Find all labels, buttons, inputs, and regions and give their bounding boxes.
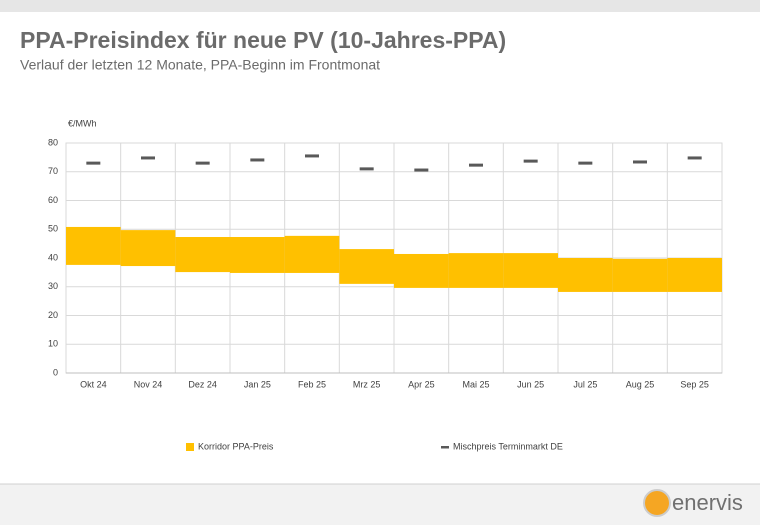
chart-title: PPA-Preisindex für neue PV (10-Jahres-PP… — [20, 27, 506, 53]
legend-label: Korridor PPA-Preis — [198, 441, 274, 451]
x-tick-label: Feb 25 — [298, 379, 326, 389]
chart: 0 10 20 30 40 50 60 70 80 Okt 24 Nov 24 Dez 24 Jan 2… — [48, 137, 723, 451]
marker — [86, 161, 101, 165]
marker — [359, 167, 374, 171]
x-tick-label: Jan 25 — [244, 379, 271, 389]
marker — [141, 156, 155, 160]
range-bar — [175, 237, 230, 273]
range-bar — [394, 253, 449, 288]
range-bar — [230, 237, 285, 273]
y-tick-label: 80 — [48, 137, 58, 147]
marker — [578, 161, 593, 165]
y-tick-label: 0 — [53, 367, 58, 377]
top-band — [0, 0, 760, 12]
footer-band — [0, 484, 760, 525]
logo-text: enervis — [672, 490, 743, 515]
marker — [414, 168, 429, 172]
marker — [469, 163, 483, 167]
x-tick-label: Okt 24 — [80, 379, 107, 389]
y-tick-label: 10 — [48, 339, 58, 349]
range-bar — [667, 258, 722, 292]
x-tick-label: Mai 25 — [462, 379, 489, 389]
marker — [195, 161, 210, 165]
y-tick-label: 50 — [48, 224, 58, 234]
range-bar — [66, 226, 121, 265]
range-bar — [558, 258, 613, 292]
marker — [633, 160, 647, 164]
marker — [250, 158, 265, 162]
y-tick-label: 70 — [48, 166, 58, 176]
range-bar — [120, 230, 176, 267]
legend-swatch — [441, 446, 449, 449]
x-tick-label: Jun 25 — [517, 379, 544, 389]
range-bar — [448, 253, 504, 288]
x-tick-label: Mrz 25 — [353, 379, 381, 389]
x-tick-label: Dez 24 — [188, 379, 217, 389]
legend-label: Mischpreis Terminmarkt DE — [453, 441, 563, 451]
range-bar — [284, 235, 340, 273]
x-tick-label: Aug 25 — [626, 379, 655, 389]
marker — [687, 156, 702, 160]
y-axis-label: €/MWh — [68, 118, 97, 128]
range-bar — [339, 249, 394, 284]
x-tick-label: Apr 25 — [408, 379, 435, 389]
x-tick-label: Sep 25 — [680, 379, 709, 389]
marker — [523, 159, 538, 163]
logo-icon — [643, 489, 671, 517]
legend-swatch — [186, 443, 194, 451]
range-bar — [503, 253, 558, 288]
y-tick-label: 30 — [48, 281, 58, 291]
x-tick-label: Nov 24 — [134, 379, 163, 389]
y-tick-label: 60 — [48, 195, 58, 205]
x-tick-label: Jul 25 — [573, 379, 597, 389]
range-bar — [612, 258, 668, 292]
marker — [305, 154, 319, 158]
y-tick-label: 40 — [48, 252, 58, 262]
chart-subtitle: Verlauf der letzten 12 Monate, PPA-Begin… — [20, 57, 380, 73]
y-tick-label: 20 — [48, 310, 58, 320]
